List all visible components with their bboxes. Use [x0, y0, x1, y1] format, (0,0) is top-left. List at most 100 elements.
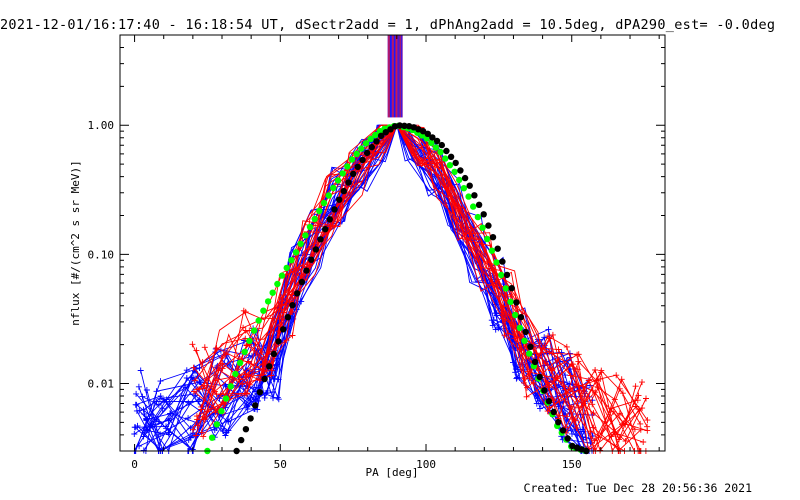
- series-marker: [511, 335, 518, 342]
- series-marker: [505, 330, 512, 337]
- series-line: [203, 124, 647, 442]
- series-marker: [190, 388, 197, 395]
- series-lines-layer: [131, 123, 651, 454]
- fit-dot: [353, 150, 360, 157]
- fit-dot: [461, 174, 469, 182]
- series-marker: [167, 410, 173, 417]
- fit-dot: [308, 256, 315, 263]
- fit-dot: [345, 179, 352, 186]
- series-line: [195, 124, 648, 453]
- series-marker: [622, 438, 629, 444]
- series-marker: [286, 298, 293, 305]
- series-marker: [201, 344, 208, 351]
- series-marker: [137, 367, 144, 374]
- series-marker: [502, 316, 509, 323]
- series-marker: [270, 389, 276, 395]
- series-marker: [225, 417, 232, 424]
- fit-dot: [208, 434, 216, 441]
- series-marker: [192, 392, 199, 399]
- series-marker: [141, 411, 148, 417]
- fit-dot: [336, 196, 343, 203]
- series-marker: [545, 326, 552, 333]
- series-marker: [546, 335, 553, 342]
- fit-dot: [433, 137, 441, 145]
- fit-dot: [391, 123, 399, 130]
- fit-dot: [298, 278, 306, 286]
- fit-dot: [372, 131, 379, 139]
- x-tick-label: 50: [274, 458, 287, 471]
- series-marker: [243, 373, 250, 380]
- fit-dot: [512, 311, 519, 319]
- fit-dot: [443, 147, 450, 155]
- series-marker: [263, 368, 270, 374]
- fit-dot: [320, 199, 328, 207]
- series-marker: [289, 332, 296, 339]
- series-marker: [258, 349, 265, 356]
- series-marker: [140, 447, 147, 454]
- series-marker: [523, 393, 530, 400]
- fit-dot: [508, 285, 515, 292]
- series-marker: [242, 308, 249, 315]
- fit-dot: [479, 224, 486, 231]
- series-marker: [489, 322, 496, 329]
- series-marker: [563, 413, 570, 420]
- series-marker: [639, 379, 645, 386]
- series-marker: [569, 430, 575, 437]
- fit-dot: [545, 398, 553, 405]
- series-marker: [549, 331, 556, 338]
- series-marker: [542, 360, 549, 367]
- series-line: [201, 124, 641, 453]
- fit-dot: [373, 138, 380, 145]
- series-marker: [268, 372, 275, 379]
- series-line: [196, 124, 636, 450]
- x-tick-label: 150: [562, 458, 582, 471]
- series-marker: [195, 386, 202, 393]
- fit-dot: [213, 421, 220, 428]
- fit-dot: [488, 247, 496, 254]
- fit-dot: [354, 163, 361, 171]
- series-marker: [187, 425, 194, 432]
- fit-dot: [550, 408, 557, 416]
- fit-dot: [292, 249, 300, 256]
- series-marker: [283, 337, 290, 344]
- x-tick-label: 0: [131, 458, 138, 471]
- fit-dot: [499, 258, 506, 265]
- x-tick-label: 100: [416, 458, 436, 471]
- fit-dot: [264, 298, 272, 305]
- series-marker: [541, 334, 548, 341]
- series-line: [137, 124, 587, 452]
- fit-dot: [274, 280, 281, 288]
- series-marker: [143, 387, 150, 393]
- series-marker: [632, 383, 639, 390]
- series-line: [196, 124, 641, 452]
- series-marker: [155, 402, 162, 408]
- fit-dot: [246, 337, 253, 345]
- fit-dot: [326, 216, 333, 223]
- fit-dot: [331, 206, 338, 213]
- series-marker: [595, 384, 602, 391]
- series-marker: [637, 420, 644, 427]
- series-marker: [133, 390, 140, 397]
- fit-dot: [419, 128, 427, 135]
- series-marker: [190, 426, 196, 433]
- series-marker: [140, 406, 147, 413]
- fit-dot: [325, 192, 332, 199]
- series-marker: [512, 366, 519, 373]
- series-marker: [268, 367, 275, 374]
- fit-dot: [288, 257, 295, 264]
- fit-dot: [311, 215, 318, 223]
- series-marker: [275, 396, 282, 403]
- series-marker: [270, 395, 276, 402]
- fit-dot: [317, 236, 324, 243]
- created-timestamp: Created: Tue Dec 28 20:56:36 2021: [523, 481, 752, 495]
- fit-dot: [348, 156, 356, 163]
- fit-dot: [446, 162, 454, 169]
- fit-dot: [242, 426, 250, 433]
- fit-dot: [555, 419, 562, 426]
- series-line: [201, 124, 642, 452]
- series-marker: [243, 390, 250, 397]
- series-marker: [521, 379, 527, 386]
- fit-dot: [283, 264, 290, 272]
- series-marker: [524, 384, 530, 391]
- series-marker: [240, 324, 247, 331]
